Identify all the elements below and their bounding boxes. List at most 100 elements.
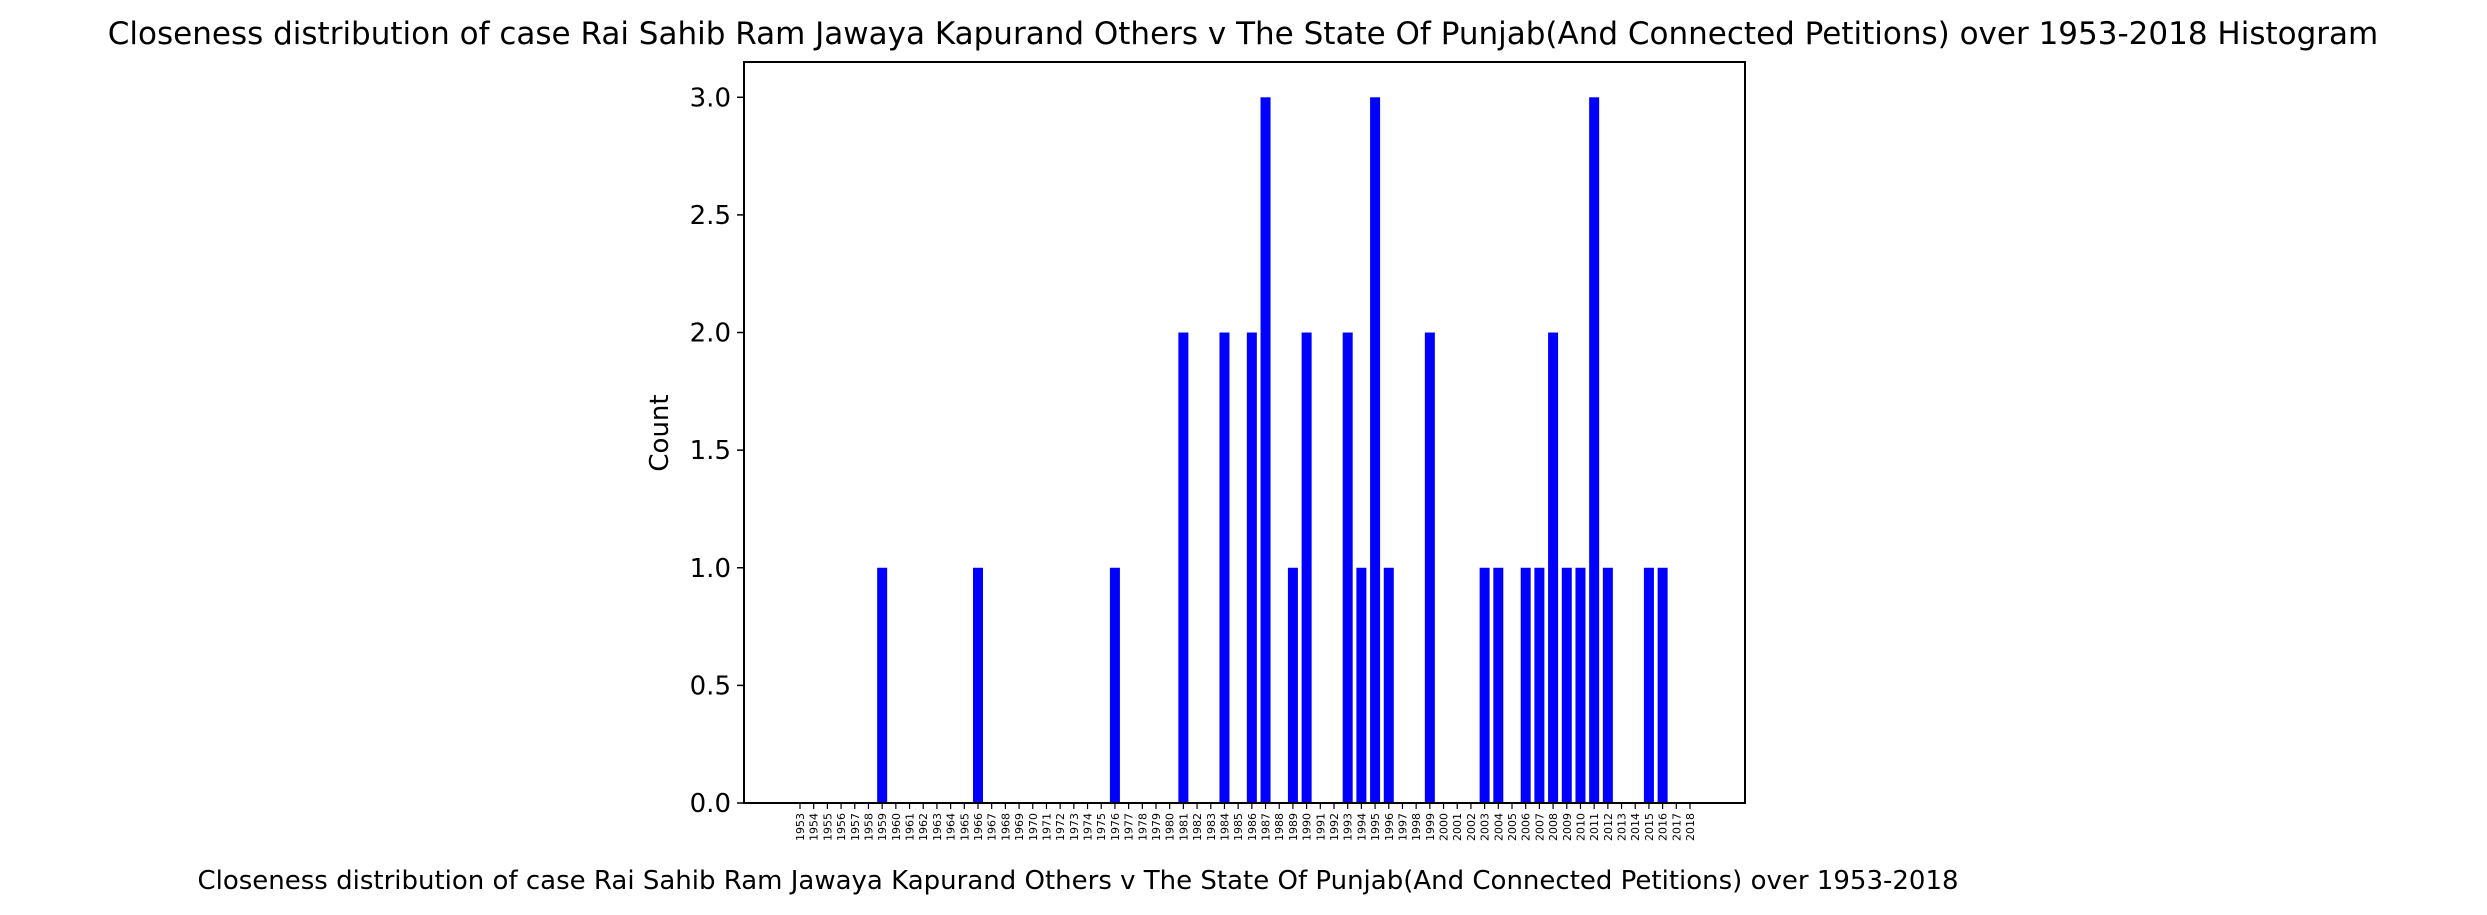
x-tick-label-1983: 1983 — [1205, 813, 1218, 841]
x-tick-label-1970: 1970 — [1027, 813, 1040, 841]
bar-1999 — [1424, 332, 1435, 803]
x-tick-label-1988: 1988 — [1273, 813, 1286, 841]
bar-1984 — [1219, 332, 1230, 803]
bar-2016 — [1657, 567, 1668, 803]
x-tick-label-1992: 1992 — [1328, 813, 1341, 841]
x-tick-label-1953: 1953 — [794, 813, 807, 841]
bar-2004 — [1493, 567, 1504, 803]
x-tick-label-1986: 1986 — [1246, 813, 1259, 841]
x-tick-label-1996: 1996 — [1383, 813, 1396, 841]
y-tick-label-3.0: 3.0 — [690, 83, 731, 113]
y-tick-label-2.5: 2.5 — [690, 201, 731, 231]
x-tick-label-1974: 1974 — [1082, 813, 1095, 841]
bar-1981 — [1178, 332, 1189, 803]
x-tick-label-1991: 1991 — [1314, 813, 1327, 841]
x-tick-label-1997: 1997 — [1396, 813, 1409, 841]
y-axis-label-group: Count — [645, 394, 675, 471]
x-tick-label-2009: 2009 — [1561, 813, 1574, 841]
x-tick-label-1959: 1959 — [876, 813, 889, 841]
x-tick-label-2016: 2016 — [1657, 813, 1670, 841]
x-tick-label-1965: 1965 — [958, 813, 971, 841]
x-tick-label-1999: 1999 — [1424, 813, 1437, 841]
x-tick-label-1962: 1962 — [917, 813, 930, 841]
x-tick-label-1980: 1980 — [1164, 813, 1177, 841]
bar-2003 — [1479, 567, 1490, 803]
x-tick-label-1978: 1978 — [1136, 813, 1149, 841]
x-tick-label-2004: 2004 — [1492, 813, 1505, 841]
x-tick-label-1967: 1967 — [986, 813, 999, 841]
bar-2009 — [1561, 567, 1572, 803]
bar-1976 — [1109, 567, 1120, 803]
x-tick-label-1958: 1958 — [862, 813, 875, 841]
x-tick-label-1957: 1957 — [849, 813, 862, 841]
x-tick-label-1954: 1954 — [808, 813, 821, 841]
x-tick-label-1990: 1990 — [1301, 813, 1314, 841]
y-tick-label-0.0: 0.0 — [690, 789, 731, 819]
bar-2008 — [1548, 332, 1559, 803]
bar-2010 — [1575, 567, 1586, 803]
bar-2006 — [1520, 567, 1531, 803]
bar-1993 — [1342, 332, 1353, 803]
bar-1987 — [1260, 97, 1271, 804]
x-tick-label-1984: 1984 — [1218, 813, 1231, 841]
bar-1966 — [973, 567, 983, 803]
y-tick-label-1.5: 1.5 — [690, 436, 731, 466]
x-tick-label-1977: 1977 — [1123, 813, 1136, 841]
x-tick-label-1966: 1966 — [972, 813, 985, 841]
bar-2011 — [1589, 97, 1600, 804]
x-tick-label-1961: 1961 — [904, 813, 917, 841]
x-tick-label-2003: 2003 — [1479, 813, 1492, 841]
bar-1990 — [1301, 332, 1312, 803]
chart-title: Closeness distribution of case Rai Sahib… — [108, 16, 2378, 52]
y-tick-label-1.0: 1.0 — [690, 554, 731, 584]
x-tick-label-2008: 2008 — [1547, 813, 1560, 841]
bar-2012 — [1602, 567, 1613, 803]
x-tick-label-1985: 1985 — [1232, 813, 1245, 841]
x-tick-label-1971: 1971 — [1040, 813, 1053, 841]
x-tick-label-2010: 2010 — [1574, 813, 1587, 841]
x-tick-label-2013: 2013 — [1616, 813, 1629, 841]
x-tick-label-2006: 2006 — [1520, 813, 1533, 841]
x-tick-label-2000: 2000 — [1438, 813, 1451, 841]
x-tick-label-2018: 2018 — [1684, 813, 1697, 841]
bar-1959 — [877, 567, 888, 803]
x-tick-label-1982: 1982 — [1191, 813, 1204, 841]
x-tick-label-1998: 1998 — [1410, 813, 1423, 841]
x-tick-label-2011: 2011 — [1588, 813, 1601, 841]
y-axis-ticks: 0.0 0.5 1.0 1.5 2.0 2.5 3.0 — [690, 83, 744, 819]
y-tick-label-0.5: 0.5 — [690, 671, 731, 701]
x-tick-label-2014: 2014 — [1629, 813, 1642, 841]
bars-layer — [877, 97, 1668, 804]
x-tick-label-1973: 1973 — [1068, 813, 1081, 841]
x-tick-label-2001: 2001 — [1451, 813, 1464, 841]
bar-1994 — [1356, 567, 1367, 803]
x-tick-label-2005: 2005 — [1506, 813, 1519, 841]
x-tick-label-1979: 1979 — [1150, 813, 1163, 841]
y-axis-label: Count — [645, 394, 675, 471]
bar-2007 — [1534, 567, 1545, 803]
x-tick-label-1981: 1981 — [1177, 813, 1190, 841]
x-tick-label-1989: 1989 — [1287, 813, 1300, 841]
x-tick-label-1995: 1995 — [1369, 813, 1382, 841]
x-tick-label-1969: 1969 — [1013, 813, 1026, 841]
x-tick-label-1972: 1972 — [1054, 813, 1067, 841]
x-tick-label-1956: 1956 — [835, 813, 848, 841]
x-axis-label: Closeness distribution of case Rai Sahib… — [197, 866, 1958, 896]
x-tick-label-1975: 1975 — [1095, 813, 1108, 841]
bar-1986 — [1246, 332, 1257, 803]
bar-1996 — [1383, 567, 1394, 803]
x-axis-ticks: 1953 1954 1955 1956 1957 1958 1959 1960 1961 1962… — [794, 803, 1697, 841]
x-tick-label-1955: 1955 — [821, 813, 834, 841]
x-tick-label-1976: 1976 — [1109, 813, 1122, 841]
x-tick-label-1960: 1960 — [890, 813, 903, 841]
y-tick-label-2.0: 2.0 — [690, 319, 731, 349]
x-tick-label-2015: 2015 — [1643, 813, 1656, 841]
x-tick-label-1964: 1964 — [945, 813, 958, 841]
x-tick-label-2017: 2017 — [1670, 813, 1683, 841]
bar-1989 — [1287, 567, 1298, 803]
x-tick-label-1994: 1994 — [1355, 813, 1368, 841]
x-tick-label-1987: 1987 — [1260, 813, 1273, 841]
x-tick-label-2002: 2002 — [1465, 813, 1478, 841]
x-tick-label-2012: 2012 — [1602, 813, 1615, 841]
